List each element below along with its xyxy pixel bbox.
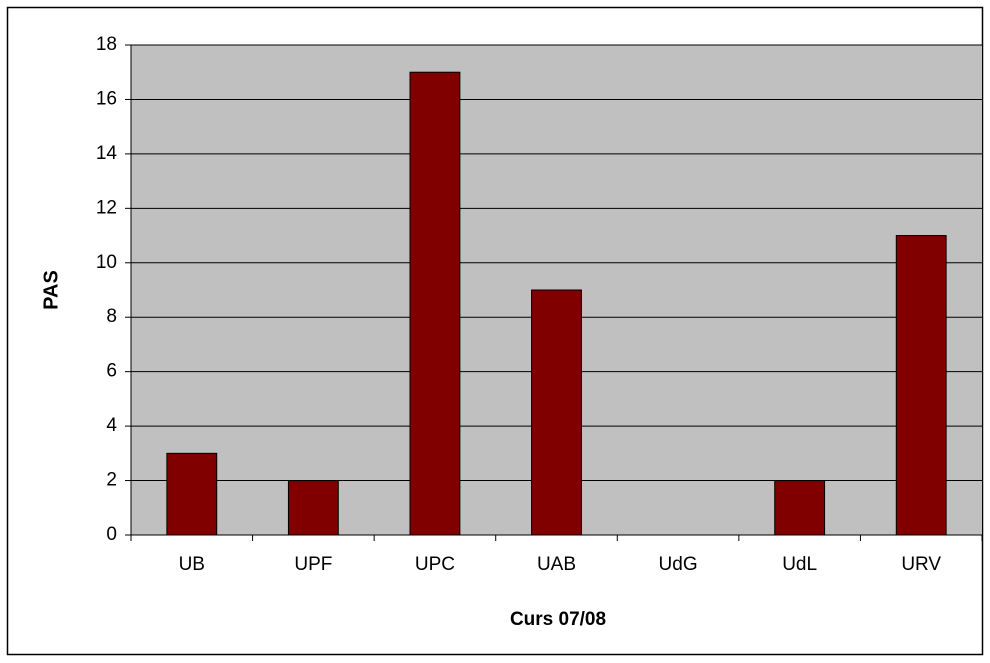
y-tick-label: 16 bbox=[96, 88, 117, 109]
bar bbox=[895, 235, 947, 536]
bar bbox=[409, 71, 461, 536]
bar bbox=[287, 480, 339, 536]
x-tick-label: UdG bbox=[659, 554, 698, 575]
x-tick-label: UPC bbox=[415, 554, 455, 575]
x-tick-label: UAB bbox=[537, 554, 576, 575]
x-tick-label: UB bbox=[179, 554, 205, 575]
y-tick-label: 14 bbox=[96, 143, 118, 164]
y-tick-label: 18 bbox=[96, 34, 117, 55]
y-tick-label: 0 bbox=[106, 524, 117, 545]
bar bbox=[774, 480, 826, 536]
bar bbox=[531, 289, 582, 536]
y-tick-label: 4 bbox=[106, 415, 117, 436]
x-axis-label: Curs 07/08 bbox=[510, 609, 606, 630]
x-tick-label: URV bbox=[901, 554, 941, 575]
y-tick-label: 6 bbox=[106, 361, 117, 382]
x-tick-label: UPF bbox=[294, 554, 332, 575]
y-tick-label: 10 bbox=[96, 252, 117, 273]
y-tick-label: 8 bbox=[106, 306, 117, 327]
x-tick-label: UdL bbox=[782, 554, 817, 575]
y-tick-label: 2 bbox=[106, 470, 117, 491]
y-tick-label: 12 bbox=[96, 197, 117, 218]
bar bbox=[166, 452, 218, 536]
y-axis-label: PAS bbox=[40, 270, 62, 310]
